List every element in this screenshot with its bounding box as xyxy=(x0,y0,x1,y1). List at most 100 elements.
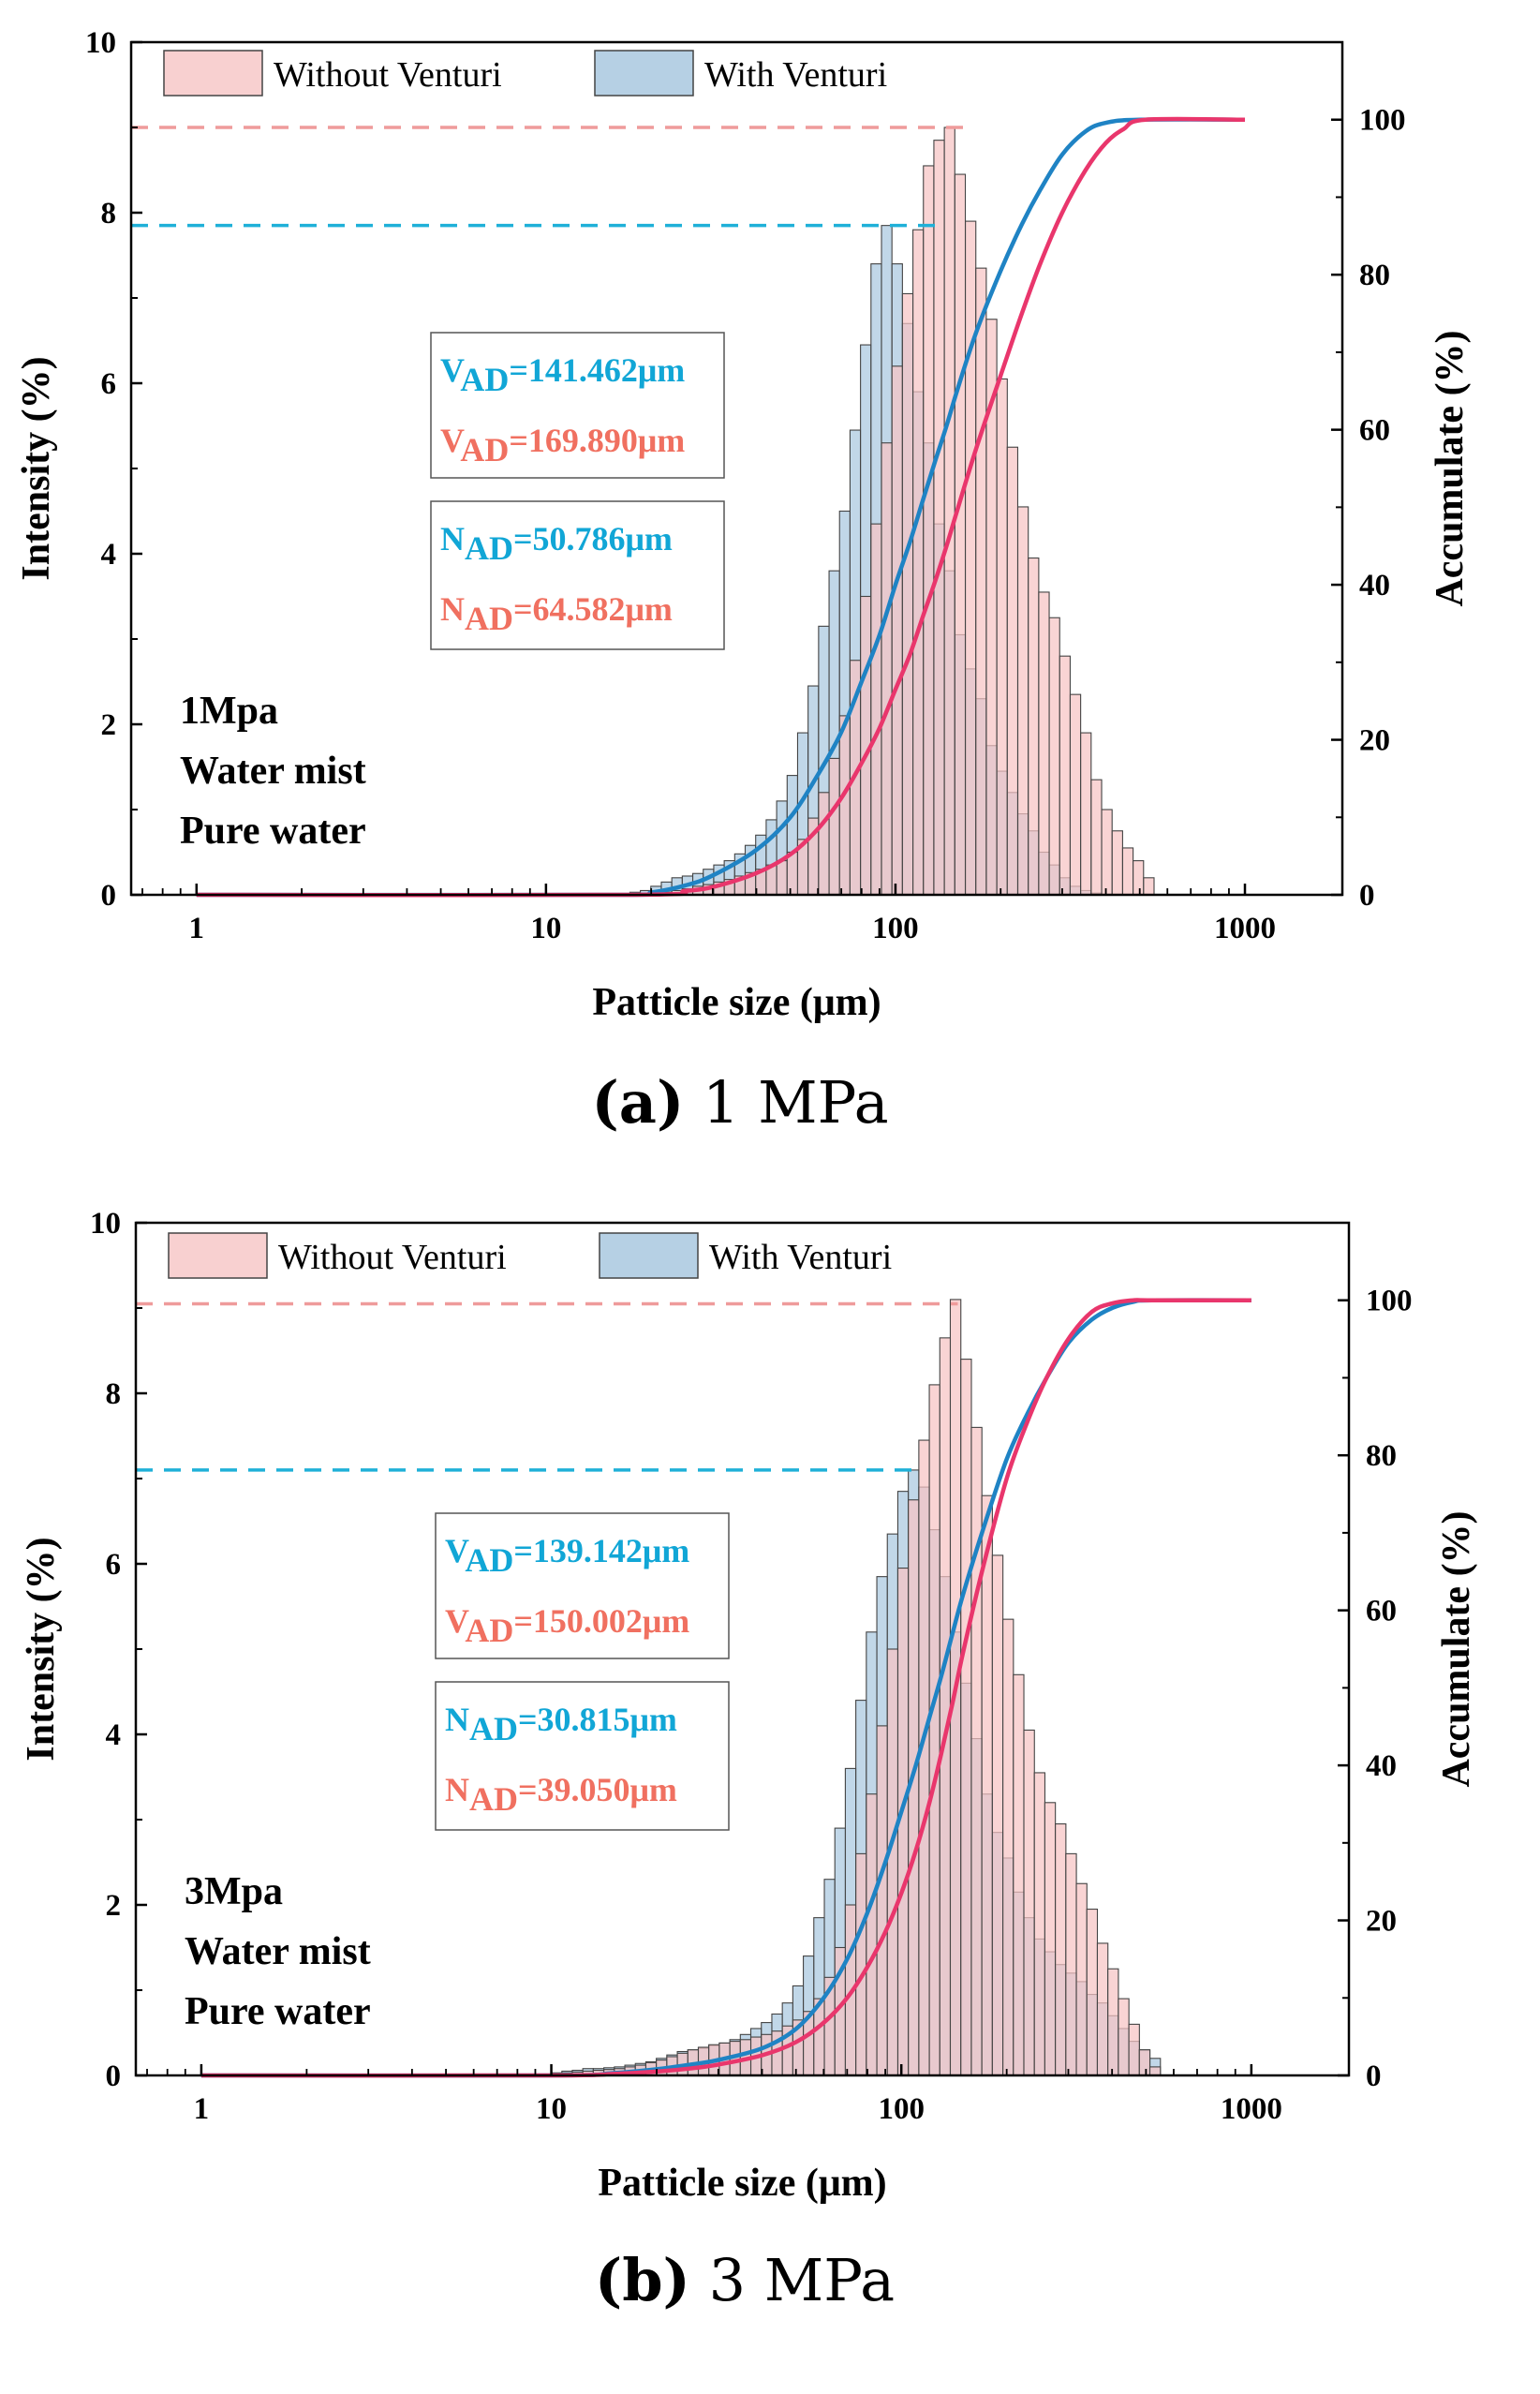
bar-without-venturi xyxy=(970,1426,983,2076)
cumulative-line-with-venturi xyxy=(200,1298,1251,2078)
y-tick-label: 0 xyxy=(106,2059,122,2093)
y-tick-label: 4 xyxy=(106,1718,122,1752)
bar-without-venturi xyxy=(786,851,799,896)
bar-without-venturi xyxy=(965,220,977,896)
v-ad-with-venturi: VAD=141.462μm xyxy=(440,351,685,398)
bar-without-venturi xyxy=(923,165,935,896)
y2-tick-label: 100 xyxy=(1359,104,1406,138)
y2-axis-title: Accumulate (%) xyxy=(1435,1510,1478,1787)
x-tick-label: 100 xyxy=(878,2092,925,2126)
y-tick-label: 8 xyxy=(101,197,117,230)
bar-without-venturi xyxy=(1111,830,1123,896)
bar-without-venturi xyxy=(1148,2066,1162,2076)
bar-without-venturi xyxy=(1038,591,1050,896)
bar-without-venturi xyxy=(886,1648,899,2076)
v-ad-without-venturi: VAD=150.002μm xyxy=(445,1602,689,1649)
bar-without-venturi xyxy=(838,715,851,896)
x-axis-title: Patticle size (μm) xyxy=(598,2162,886,2205)
bar-without-venturi xyxy=(776,860,788,896)
y2-axis-title: Accumulate (%) xyxy=(1429,330,1472,606)
bar-without-venturi xyxy=(912,229,925,896)
bar-without-venturi xyxy=(1006,446,1019,896)
condition-line: 3Mpa xyxy=(185,1870,283,1913)
bar-without-venturi xyxy=(866,1793,878,2076)
x-tick-label: 100 xyxy=(872,912,919,945)
legend-label-without-venturi: Without Venturi xyxy=(274,55,502,95)
bar-without-venturi xyxy=(960,1359,972,2076)
cumulative-line-without-venturi xyxy=(196,116,1246,898)
bar-without-venturi xyxy=(943,126,955,896)
bar-without-venturi xyxy=(1055,1823,1067,2076)
x-tick-label: 1 xyxy=(189,912,205,945)
bar-without-venturi xyxy=(881,442,893,896)
legend-label-with-venturi: With Venturi xyxy=(704,55,887,95)
cumulative-line-with-venturi xyxy=(196,117,1246,898)
bar-without-venturi xyxy=(1121,847,1134,896)
y2-tick-label: 60 xyxy=(1366,1595,1397,1628)
legend-label-without-venturi: Without Venturi xyxy=(278,1238,507,1277)
bar-without-venturi xyxy=(1080,732,1092,896)
bar-without-venturi xyxy=(901,292,914,896)
legend-swatch-without-venturi xyxy=(163,50,263,97)
bar-without-venturi xyxy=(1086,1909,1099,2076)
bar-without-venturi xyxy=(996,378,1008,896)
bar-without-venturi xyxy=(1138,2049,1151,2076)
legend-swatch-with-venturi xyxy=(599,1232,699,1279)
condition-line: Water mist xyxy=(185,1930,371,1973)
y-axis-title: Intensity (%) xyxy=(20,1537,63,1761)
bar-without-venturi xyxy=(1096,1942,1109,2076)
bar-without-venturi xyxy=(1023,1729,1035,2076)
bar-without-venturi xyxy=(975,267,987,896)
bar-without-venturi xyxy=(1044,1802,1057,2076)
bar-without-venturi xyxy=(1133,860,1145,896)
bar-without-venturi xyxy=(876,1725,888,2076)
bar-without-venturi xyxy=(1033,1772,1046,2076)
y-tick-label: 8 xyxy=(106,1377,122,1411)
bar-without-venturi xyxy=(891,365,903,896)
y-tick-label: 2 xyxy=(101,708,117,742)
y-tick-label: 6 xyxy=(106,1548,122,1582)
legend-label-with-venturi: With Venturi xyxy=(709,1238,892,1277)
y-axis-title: Intensity (%) xyxy=(15,356,58,580)
x-tick-label: 10 xyxy=(530,912,561,945)
condition-line: Water mist xyxy=(180,750,366,793)
bar-without-venturi xyxy=(870,523,882,896)
bar-without-venturi xyxy=(1128,2023,1140,2076)
bar-without-venturi xyxy=(981,1494,993,2076)
y-tick-label: 4 xyxy=(101,538,117,572)
bar-without-venturi xyxy=(1002,1618,1014,2076)
y2-tick-label: 20 xyxy=(1359,724,1390,758)
x-tick-label: 1 xyxy=(194,2092,210,2126)
bar-without-venturi xyxy=(1107,1968,1119,2076)
y2-tick-label: 40 xyxy=(1366,1749,1397,1783)
y-tick-label: 10 xyxy=(90,1207,121,1241)
bar-without-venturi xyxy=(1075,1882,1088,2076)
volume-diameter-box xyxy=(430,332,725,479)
y2-tick-label: 100 xyxy=(1366,1285,1413,1318)
v-ad-without-venturi: VAD=169.890μm xyxy=(440,422,685,468)
y2-tick-label: 80 xyxy=(1366,1439,1397,1473)
bar-without-venturi xyxy=(1016,506,1029,896)
y2-tick-label: 80 xyxy=(1359,259,1390,292)
volume-diameter-box xyxy=(435,1512,730,1659)
y-tick-label: 10 xyxy=(85,26,116,60)
n-ad-without-venturi: NAD=64.582μm xyxy=(440,590,673,637)
v-ad-with-venturi: VAD=139.142μm xyxy=(445,1532,689,1579)
y2-tick-label: 40 xyxy=(1359,569,1390,602)
cumulative-line-without-venturi xyxy=(200,1298,1251,2078)
x-tick-label: 1000 xyxy=(1214,912,1276,945)
x-axis-title: Patticle size (μm) xyxy=(592,981,881,1024)
condition-line: 1Mpa xyxy=(180,690,278,733)
bar-without-venturi xyxy=(1143,877,1155,896)
x-tick-label: 10 xyxy=(536,2092,567,2126)
bar-without-venturi xyxy=(1065,1852,1077,2076)
bar-without-venturi xyxy=(1118,1998,1130,2076)
bar-without-venturi xyxy=(933,140,945,896)
y2-tick-label: 0 xyxy=(1359,879,1375,913)
y-tick-label: 0 xyxy=(101,879,117,913)
bar-without-venturi xyxy=(939,1337,952,2076)
n-ad-with-venturi: NAD=30.815μm xyxy=(445,1701,677,1747)
condition-line: Pure water xyxy=(180,810,366,853)
